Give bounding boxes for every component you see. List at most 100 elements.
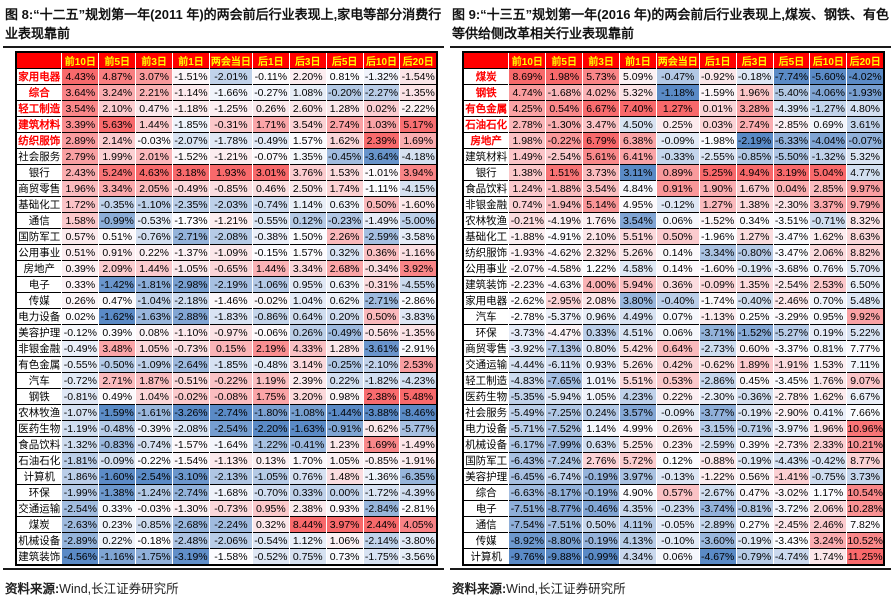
heatmap-cell: -2.71% <box>172 228 210 245</box>
heatmap-cell: 10.21% <box>846 436 885 453</box>
heatmap-cell: -0.12% <box>61 324 100 341</box>
heatmap-cell: -0.22% <box>208 372 253 389</box>
heatmap-cell: 5.48% <box>846 292 885 309</box>
heatmap-cell: -3.34% <box>698 244 737 261</box>
heatmap-cell: -0.09% <box>655 132 700 149</box>
heatmap-cell: 3.34% <box>98 180 137 197</box>
heatmap-cell: 0.06% <box>655 548 700 565</box>
heatmap-cell: 5.70% <box>846 260 885 277</box>
heatmap-cell: 4.49% <box>619 308 657 325</box>
industry-row: 汽车 -0.72% 2.71% 1.87% -0.51% -0.22% 1.19% 2.39%… <box>15 372 438 389</box>
heatmap-cell: 0.93% <box>325 500 364 517</box>
heatmap-cell: -2.86% <box>698 372 737 389</box>
heatmap-cell: -2.98% <box>172 276 210 293</box>
heatmap-cell: -0.51% <box>172 372 210 389</box>
heatmap-cell: -5.94% <box>545 388 584 405</box>
heatmap-cell: 1.62% <box>325 132 364 149</box>
heatmap-cell: 2.78% <box>508 116 547 133</box>
industry-row: 商贸零售 -3.92% -7.13% 0.80% 5.42% 0.64% -2.73% 0.6… <box>462 340 885 357</box>
heatmap-cell: -0.73% <box>172 340 210 357</box>
heatmap-cell: 0.80% <box>582 340 621 357</box>
heatmap-cell: -0.55% <box>251 212 290 229</box>
heatmap-cell: -1.21% <box>208 212 253 229</box>
row-label: 非银金融 <box>462 196 510 213</box>
figure-9-source: 资料来源:Wind,长江证券研究所 <box>450 573 891 597</box>
heatmap-cell: -0.49% <box>251 132 290 149</box>
heatmap-cell: 1.03% <box>362 116 401 133</box>
heatmap-cell: -1.52% <box>172 148 210 165</box>
heatmap-cell: 4.99% <box>619 420 657 437</box>
heatmap-cell: -1.80% <box>251 404 290 421</box>
heatmap-cell: 2.10% <box>98 100 137 117</box>
figure-9-title: 图 9:“十三五”规划第一年(2016 年)的两会前后行业表现上,煤炭、钢铁、有… <box>452 7 889 41</box>
heatmap-cell: 9.97% <box>846 180 885 197</box>
heatmap-cell: 5.42% <box>619 340 657 357</box>
industry-row: 有色金属 -0.55% -0.50% -1.09% -2.64% -1.85% -0.48%… <box>15 356 438 373</box>
heatmap-cell: -1.59% <box>698 84 737 101</box>
industry-row: 农林牧渔 -0.21% -4.19% 1.76% 3.54% 0.06% -1.52% 0.3… <box>462 212 885 229</box>
heatmap-cell: -0.25% <box>325 356 364 373</box>
heatmap-cell: -4.15% <box>399 180 438 197</box>
row-label: 农林牧渔 <box>15 404 63 421</box>
heatmap-cell: -1.81% <box>135 276 174 293</box>
heatmap-cell: -1.86% <box>61 468 100 485</box>
heatmap-cell: 3.97% <box>619 468 657 485</box>
heatmap-cell: 4.50% <box>619 116 657 133</box>
heatmap-cell: -1.06% <box>251 276 290 293</box>
heatmap-cell: 0.63% <box>325 196 364 213</box>
row-label: 机械设备 <box>462 436 510 453</box>
heatmap-cell: 1.96% <box>735 84 774 101</box>
heatmap-cell: 0.07% <box>655 308 700 325</box>
industry-row: 电子 -7.51% -8.77% -0.46% 4.35% -0.23% -3.74% -0.… <box>462 500 885 517</box>
heatmap-cell: -1.07% <box>61 404 100 421</box>
heatmap-cell: 0.13% <box>251 452 290 469</box>
heatmap-cell: -3.10% <box>172 468 210 485</box>
heatmap-cell: 1.99% <box>98 148 137 165</box>
industry-row: 银行 2.43% 5.24% 4.63% 3.18% 1.93% 3.01% 3.76% 1.5… <box>15 164 438 181</box>
industry-row: 医药生物 -1.19% -0.48% -0.39% -2.08% -2.54% -2.20%… <box>15 420 438 437</box>
heatmap-cell: -7.13% <box>545 340 584 357</box>
heatmap-cell: -3.58% <box>399 228 438 245</box>
heatmap-cell: -1.46% <box>208 292 253 309</box>
heatmap-cell: -1.21% <box>208 148 253 165</box>
heatmap-cell: -2.22% <box>399 100 438 117</box>
heatmap-cell: -1.58% <box>208 548 253 565</box>
heatmap-cell: 1.05% <box>582 388 621 405</box>
heatmap-cell: 0.51% <box>98 228 137 245</box>
heatmap-cell: -1.09% <box>135 356 174 373</box>
heatmap-cell: 7.11% <box>846 356 885 373</box>
heatmap-cell: -0.99% <box>98 212 137 229</box>
heatmap-cell: 4.95% <box>619 196 657 213</box>
heatmap-cell: -1.04% <box>135 292 174 309</box>
heatmap-cell: 2.76% <box>582 452 621 469</box>
row-label: 电力设备 <box>462 420 510 437</box>
industry-row: 交通运输 -4.44% -6.11% 0.93% 5.26% 0.42% -0.62% 1.8… <box>462 356 885 373</box>
heatmap-cell: -0.45% <box>325 148 364 165</box>
heatmap-cell: -2.08% <box>208 228 253 245</box>
heatmap-cell: 0.50% <box>582 516 621 533</box>
heatmap-cell: 2.33% <box>809 436 848 453</box>
heatmap-cell: 0.89% <box>655 164 700 181</box>
heatmap-cell: -1.32% <box>61 436 100 453</box>
heatmap-cell: -0.74% <box>251 196 290 213</box>
heatmap-cell: 2.85% <box>809 180 848 197</box>
heatmap-cell: -2.89% <box>698 516 737 533</box>
heatmap-cell: 4.77% <box>846 164 885 181</box>
heatmap-cell: 3.64% <box>61 84 100 101</box>
heatmap-cell: 2.14% <box>98 132 137 149</box>
heatmap-cell: 6.67% <box>846 388 885 405</box>
heatmap-cell: 2.89% <box>61 132 100 149</box>
heatmap-cell: 3.14% <box>288 356 327 373</box>
heatmap-cell: 1.04% <box>135 388 174 405</box>
heatmap-cell: -1.88% <box>545 180 584 197</box>
heatmap-cell: -1.63% <box>135 308 174 325</box>
heatmap-cell: -7.51% <box>508 500 547 517</box>
heatmap-cell: 1.76% <box>809 372 848 389</box>
heatmap-cell: -2.27% <box>362 84 401 101</box>
heatmap-cell: 2.06% <box>809 244 848 261</box>
heatmap-cell: 4.34% <box>619 548 657 565</box>
heatmap-cell: 1.27% <box>735 228 774 245</box>
heatmap-cell: 0.64% <box>655 340 700 357</box>
heatmap-cell: 1.08% <box>288 84 327 101</box>
heatmap-cell: 0.00% <box>325 484 364 501</box>
